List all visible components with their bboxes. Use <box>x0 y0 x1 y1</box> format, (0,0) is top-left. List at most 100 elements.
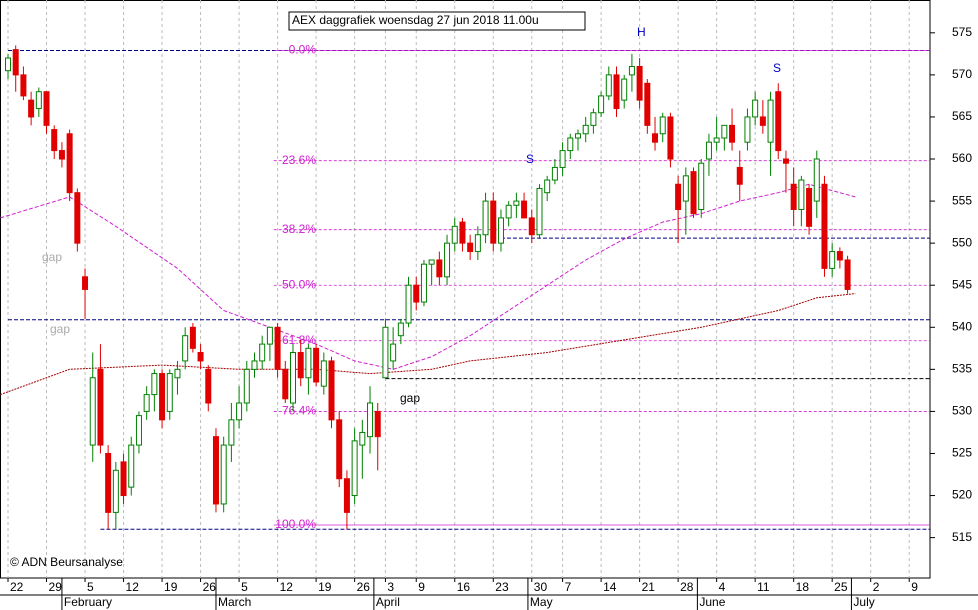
month-label: May <box>530 595 553 609</box>
candle-body <box>559 150 566 168</box>
candle-body <box>374 410 381 438</box>
y-tick-label: 560 <box>952 151 972 165</box>
candle-body <box>467 242 474 253</box>
candle-body <box>436 259 443 278</box>
x-tick-label: 26 <box>357 580 371 594</box>
candle-body <box>143 394 150 412</box>
candle-body <box>328 360 335 421</box>
candle-body <box>5 57 12 72</box>
x-tick-label: 2 <box>873 580 880 594</box>
candle-body <box>652 133 659 143</box>
candle-body <box>112 469 119 513</box>
candle-body <box>451 225 458 244</box>
candle-body <box>174 368 181 379</box>
x-tick-label: 25 <box>834 580 848 594</box>
fib-label: 76.4% <box>282 404 316 418</box>
candle-body <box>521 200 528 219</box>
candle-body <box>798 179 805 210</box>
candle-body <box>690 171 697 215</box>
candle-body <box>305 347 312 379</box>
x-tick-label: 26 <box>203 580 217 594</box>
candle-body <box>590 112 597 126</box>
candle-body <box>105 452 112 513</box>
candle-body <box>459 221 466 244</box>
candle-body <box>544 179 551 194</box>
candle-body <box>628 65 635 76</box>
month-label: March <box>218 595 251 609</box>
candle-body <box>821 183 828 269</box>
candle-body <box>189 326 196 349</box>
candle-body <box>682 175 689 202</box>
candle-body <box>482 200 489 236</box>
candle-body <box>166 373 173 412</box>
x-tick-label: 21 <box>642 580 656 594</box>
candle-body <box>790 183 797 210</box>
moving-average <box>0 183 856 370</box>
candle-body <box>413 284 420 303</box>
candle-body <box>51 129 58 152</box>
moving-average <box>0 293 856 396</box>
annotation: H <box>637 25 646 39</box>
candle-body <box>444 242 451 278</box>
candle-body <box>43 91 50 126</box>
fib-label: 0.0% <box>289 43 317 57</box>
candle-body <box>729 124 736 143</box>
candle-body <box>359 431 366 446</box>
y-tick-label: 550 <box>952 235 972 249</box>
x-tick-label: 12 <box>280 580 294 594</box>
y-tick-label: 515 <box>952 530 972 544</box>
candle-body <box>644 82 651 126</box>
candle-body <box>721 124 728 139</box>
candle-body <box>567 137 574 152</box>
candle-body <box>74 192 81 244</box>
x-tick-label: 12 <box>126 580 140 594</box>
x-tick-label: 5 <box>241 580 248 594</box>
y-tick-label: 525 <box>952 446 972 460</box>
candle-body <box>551 166 558 181</box>
candle-body <box>12 49 19 76</box>
candle-body <box>259 343 266 362</box>
fib-label: 38.2% <box>282 222 316 236</box>
y-tick-label: 540 <box>952 319 972 333</box>
x-tick-label: 30 <box>534 580 548 594</box>
candle-body <box>705 141 712 160</box>
x-tick-label: 14 <box>603 580 617 594</box>
candle-body <box>212 436 219 505</box>
candle-body <box>151 373 158 396</box>
candle-body <box>844 259 851 290</box>
candle-body <box>159 373 166 421</box>
candle-body <box>182 335 189 362</box>
y-tick-label: 570 <box>952 67 972 81</box>
candle-body <box>290 352 297 404</box>
candle-body <box>20 74 27 97</box>
month-label: February <box>64 595 112 609</box>
candle-body <box>336 419 343 480</box>
candle-body <box>528 217 535 236</box>
candle-body <box>490 200 497 244</box>
x-tick-label: 22 <box>10 580 24 594</box>
candle-body <box>813 158 820 202</box>
candle-body <box>58 150 65 160</box>
month-label: June <box>699 595 725 609</box>
candle-body <box>197 352 204 362</box>
annotation: gap <box>42 250 62 264</box>
candle-body <box>582 124 589 135</box>
y-tick-label: 535 <box>952 362 972 376</box>
candle-body <box>428 259 435 265</box>
candle-body <box>367 402 374 438</box>
fib-label: 61.8% <box>282 333 316 347</box>
annotation: S <box>526 152 534 166</box>
candle-body <box>698 162 705 210</box>
candle-body <box>351 440 358 497</box>
candle-body <box>297 352 304 379</box>
candle-body <box>806 187 813 227</box>
annotation: gap <box>50 322 70 336</box>
candle-body <box>829 251 836 269</box>
fib-label: 50.0% <box>282 277 316 291</box>
candle-body <box>205 368 212 404</box>
y-tick-label: 555 <box>952 193 972 207</box>
candle-body <box>390 343 397 362</box>
x-tick-label: 29 <box>49 580 63 594</box>
